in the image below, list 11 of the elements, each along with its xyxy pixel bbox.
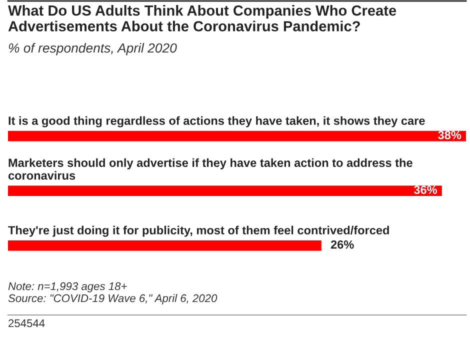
chart-title: What Do US Adults Think About Companies Who Create Advertisements About the Coronavirus Pandemic? [8,5,396,32]
text: 254544 [8,319,45,328]
data-label: 38% [438,130,462,140]
y-tick-label: It is a good thing regardless of actions they have taken, it shows they care [8,116,425,128]
y-tick-label: They're just doing it for publicity, most of them feel contrived/forced [8,226,389,237]
source-note: Source: "COVID-19 Wave 6," April 6, 2020 [8,294,218,304]
text: Note: n=1,993 ages 18+ [8,282,127,292]
chart-subtitle: % of respondents, April 2020 [8,43,177,56]
data-label: 36% [414,186,438,194]
y-tick-label: Marketers should only advertise if they have taken action to address the coronavirus [8,158,412,180]
data-label: 26% [330,240,354,249]
